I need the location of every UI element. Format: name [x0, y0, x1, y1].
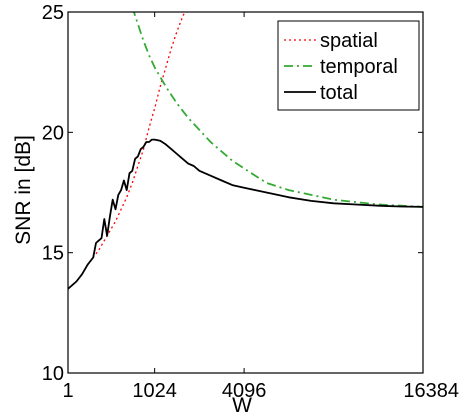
- y-tick-label: 25: [42, 2, 64, 24]
- x-tick-label: 1: [62, 380, 73, 402]
- plot-area: 10 15 20 25 1 1024 4096 16384: [42, 2, 459, 402]
- series-line-temporal: [132, 12, 423, 208]
- legend-label-spatial: spatial: [320, 30, 378, 52]
- y-tick-label: 10: [42, 363, 64, 385]
- y-axis-label: SNR in [dB]: [12, 135, 35, 245]
- legend-label-temporal: temporal: [320, 56, 398, 78]
- x-tick-label: 1024: [132, 380, 177, 402]
- y-tick-label: 20: [42, 122, 64, 144]
- y-tick-label: 15: [42, 243, 64, 265]
- plot-frame: [67, 11, 424, 374]
- series-line-total: [68, 138, 423, 290]
- legend-box: [277, 20, 420, 111]
- x-tick-label: 16384: [403, 380, 459, 402]
- x-axis-label: W: [232, 394, 252, 416]
- x-tick-label: 4096: [222, 380, 267, 402]
- series-line-spatial: [68, 12, 186, 290]
- legend: spatial temporal total: [277, 20, 420, 111]
- series-group: [68, 12, 423, 290]
- legend-label-total: total: [320, 82, 358, 104]
